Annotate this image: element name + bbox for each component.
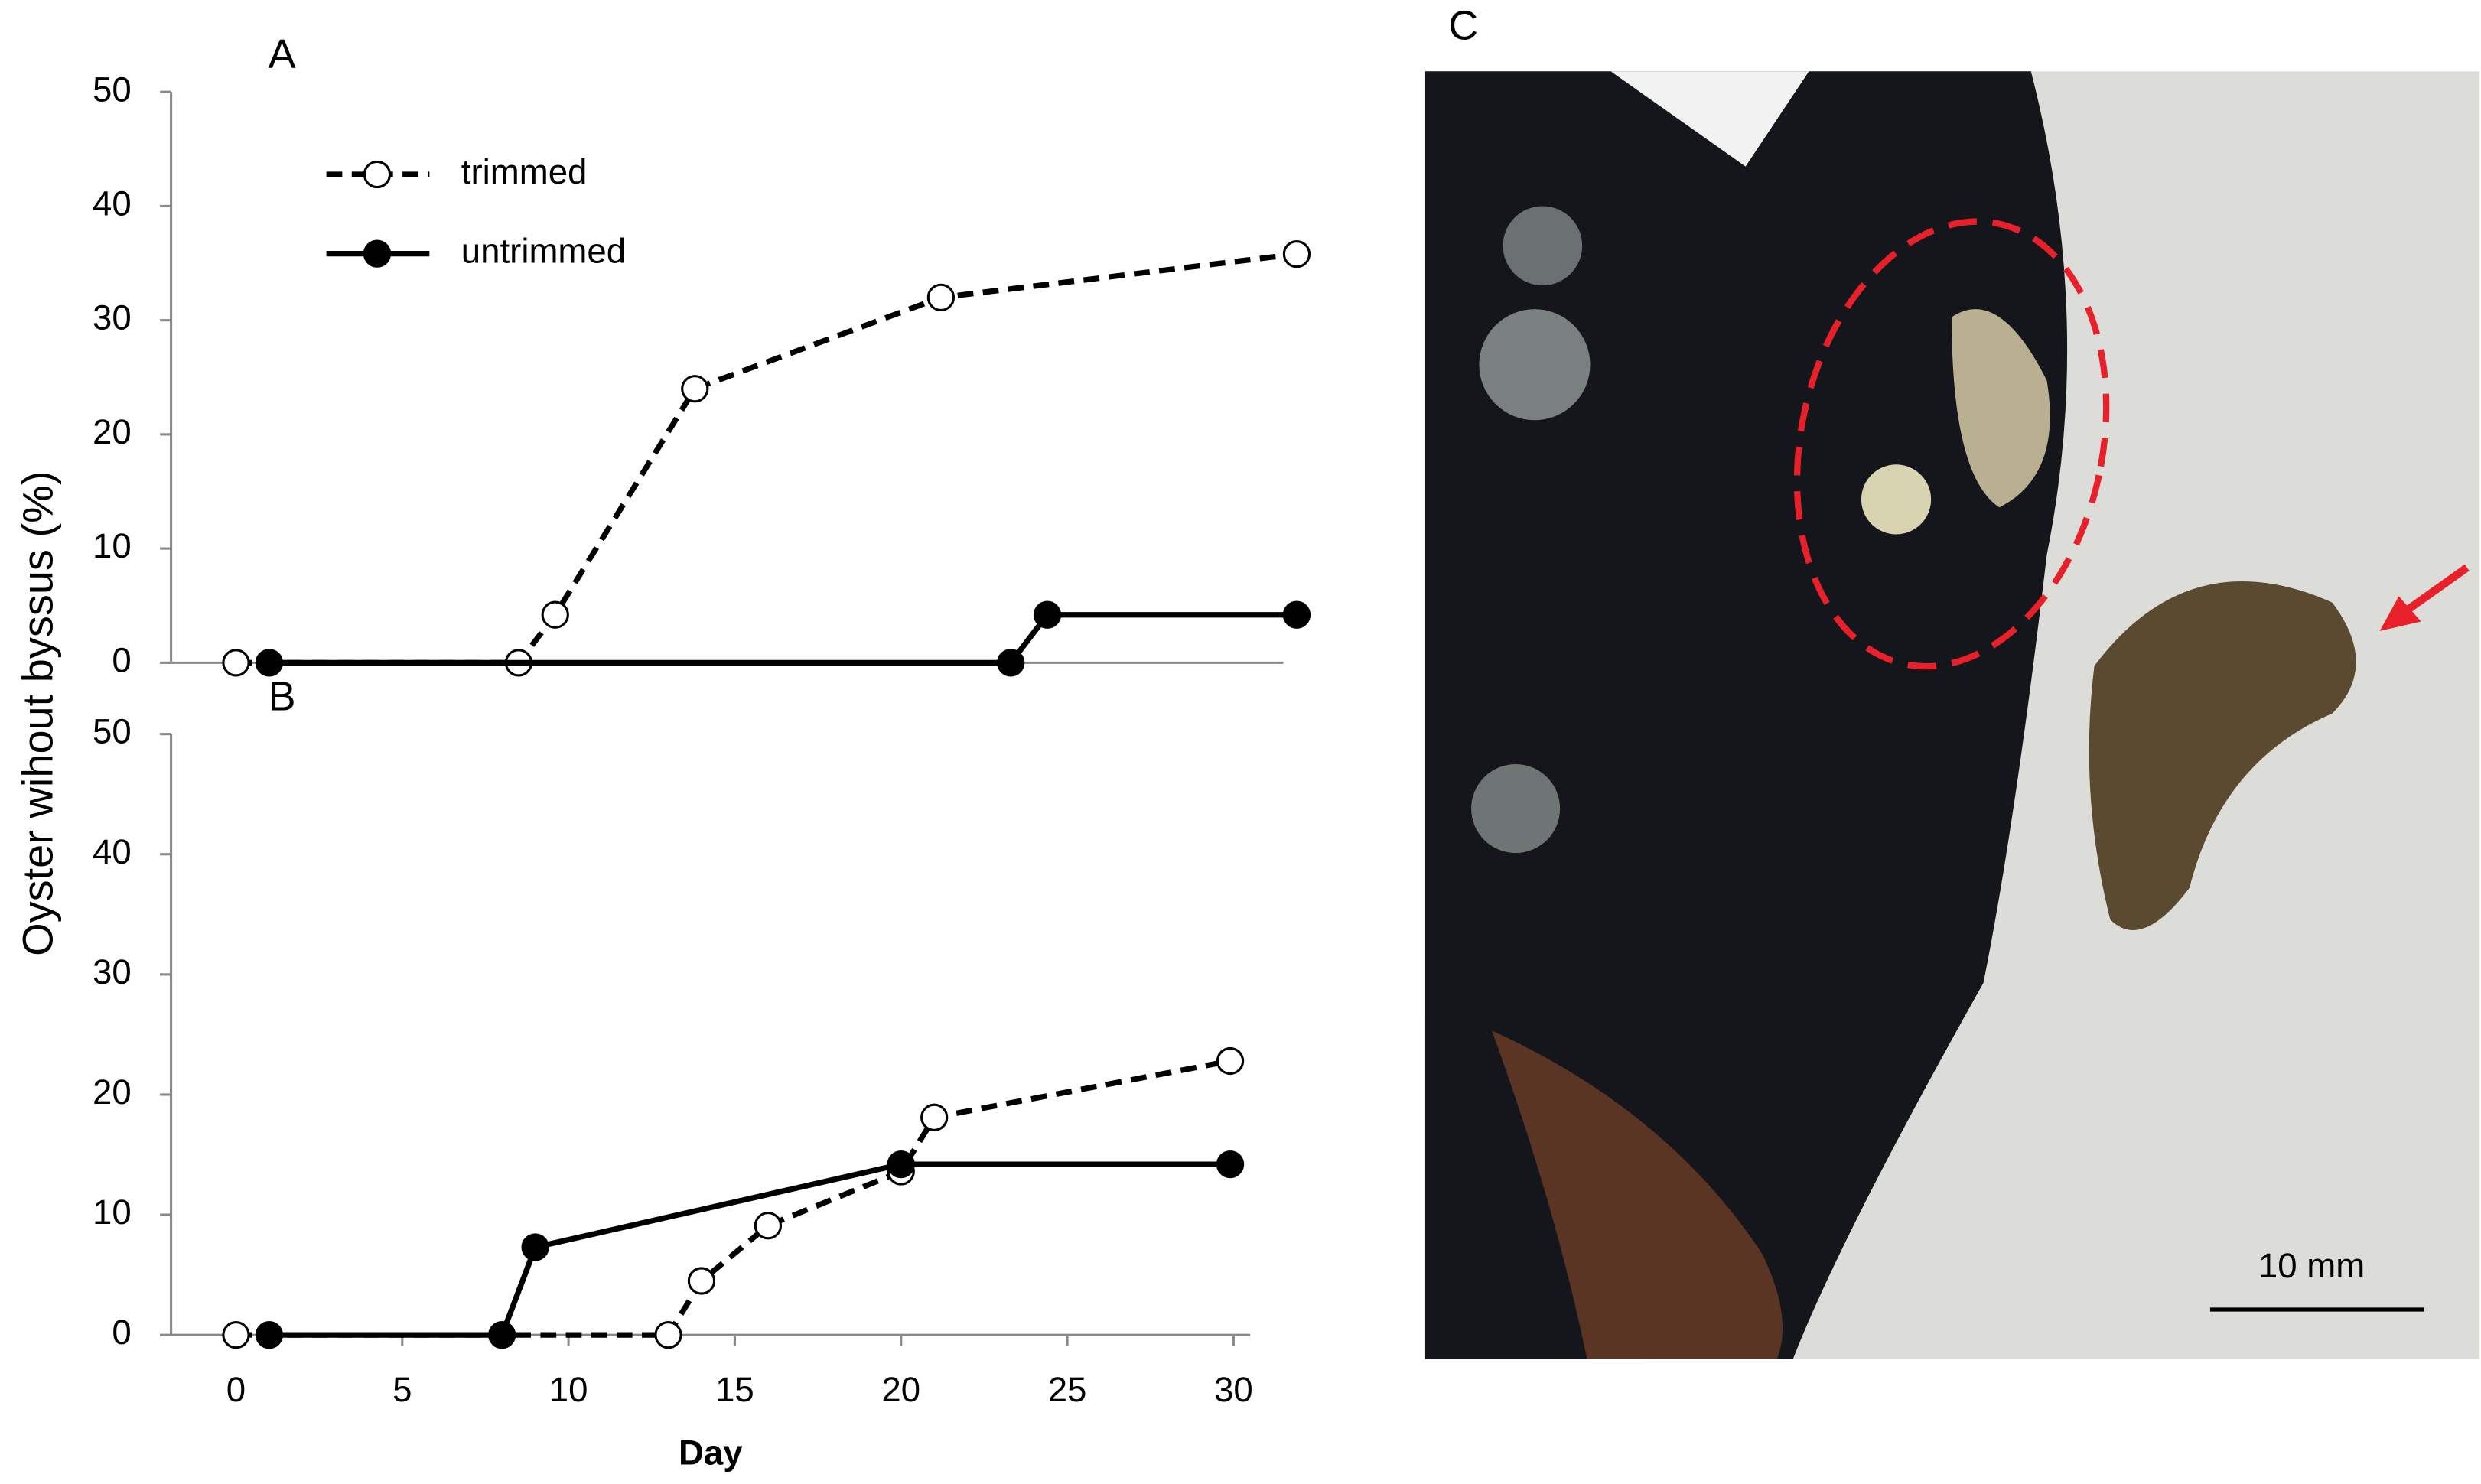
data-point bbox=[997, 649, 1025, 677]
mussel-shell bbox=[1424, 71, 2068, 1359]
x-axis-label: Day bbox=[679, 1434, 743, 1473]
y-tick-label: 20 bbox=[93, 412, 132, 451]
data-point bbox=[521, 1233, 549, 1261]
data-point bbox=[1033, 600, 1062, 629]
data-point bbox=[488, 1321, 516, 1349]
series-line bbox=[236, 1058, 1231, 1338]
y-tick-label: 30 bbox=[93, 952, 132, 991]
y-tick-label: 30 bbox=[93, 298, 132, 337]
legend-marker bbox=[363, 239, 392, 268]
y-tick-label: 0 bbox=[112, 640, 131, 679]
scale-bar-label: 10 mm bbox=[2258, 1246, 2365, 1285]
byssus-threads bbox=[1952, 309, 2050, 508]
y-tick-label: 50 bbox=[93, 712, 132, 751]
byssus-bundle bbox=[2089, 581, 2356, 930]
data-point bbox=[1216, 1150, 1245, 1179]
legend-marker bbox=[363, 160, 392, 189]
barnacle bbox=[1503, 206, 1583, 286]
series-line bbox=[269, 1161, 1231, 1338]
y-axis-label: Oyster wihout byssus (%) bbox=[13, 471, 61, 956]
data-point bbox=[654, 1321, 682, 1349]
y-tick-label: 40 bbox=[93, 832, 132, 871]
y-tick-label: 10 bbox=[93, 1193, 132, 1232]
shell-edge bbox=[1492, 1030, 1783, 1359]
x-tick-label: 10 bbox=[549, 1370, 588, 1409]
x-tick-label: 0 bbox=[226, 1370, 246, 1409]
x-tick-label: 5 bbox=[392, 1370, 412, 1409]
x-tick-label: 30 bbox=[1214, 1370, 1253, 1409]
y-tick-label: 50 bbox=[93, 70, 132, 109]
x-tick-label: 20 bbox=[881, 1370, 920, 1409]
data-point bbox=[920, 1103, 949, 1131]
barnacle bbox=[1479, 309, 1591, 421]
data-point bbox=[222, 649, 250, 677]
data-point bbox=[255, 1321, 284, 1349]
panel-label: C bbox=[1448, 3, 1478, 49]
data-point bbox=[687, 1267, 716, 1295]
data-point bbox=[681, 375, 709, 403]
series-line bbox=[269, 612, 1297, 666]
x-tick-label: 25 bbox=[1048, 1370, 1087, 1409]
chart-title: A bbox=[269, 31, 296, 77]
legend-label: untrimmed bbox=[461, 232, 626, 271]
data-point bbox=[887, 1150, 915, 1179]
data-point bbox=[541, 600, 569, 629]
legend-label: trimmed bbox=[461, 152, 588, 191]
y-tick-label: 20 bbox=[93, 1072, 132, 1111]
shell-tag bbox=[1610, 71, 1809, 167]
data-point bbox=[926, 283, 956, 311]
data-point bbox=[222, 1321, 250, 1349]
y-tick-label: 40 bbox=[93, 184, 132, 223]
arrow-head bbox=[2379, 596, 2421, 631]
x-tick-label: 15 bbox=[715, 1370, 754, 1409]
series-line bbox=[236, 251, 1297, 666]
data-point bbox=[255, 649, 284, 677]
barnacle bbox=[1471, 764, 1561, 854]
photo-panel: 10 mm bbox=[1424, 71, 2480, 1359]
data-point bbox=[1282, 600, 1311, 629]
chart-title: B bbox=[269, 673, 296, 719]
data-point bbox=[754, 1212, 783, 1240]
y-tick-label: 0 bbox=[112, 1313, 131, 1352]
y-tick-label: 10 bbox=[93, 526, 132, 565]
byssus-plaque bbox=[1861, 464, 1932, 535]
data-point bbox=[1282, 239, 1311, 268]
data-point bbox=[1216, 1046, 1245, 1076]
